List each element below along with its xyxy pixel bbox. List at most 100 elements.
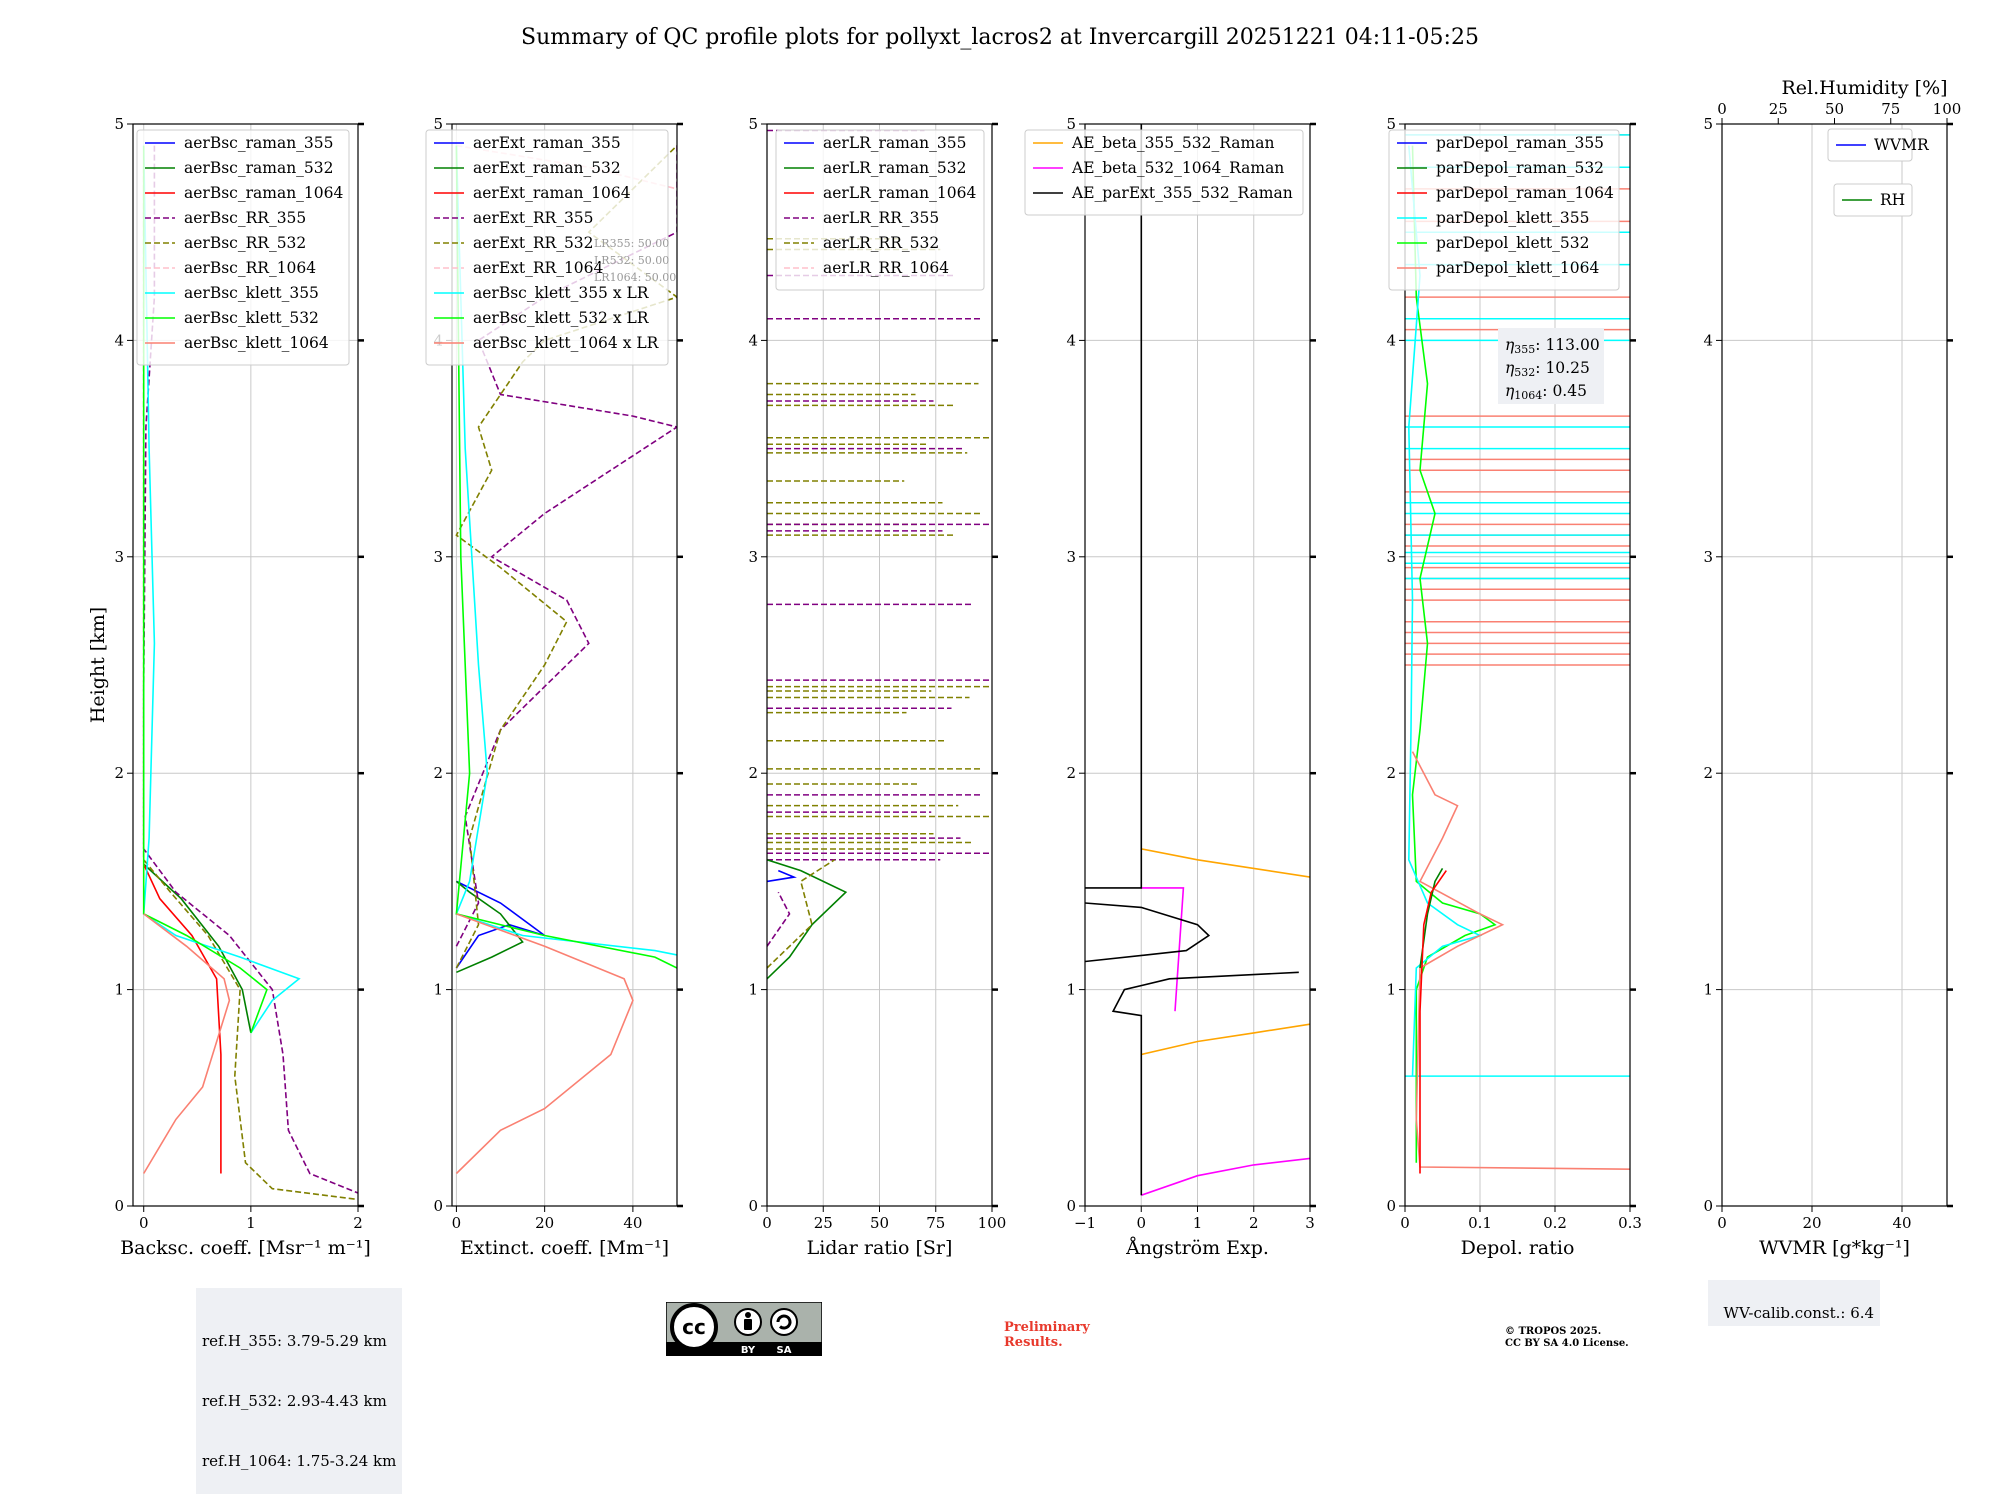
x-tick-label: 75 bbox=[926, 1214, 945, 1232]
series-aerext-rr-355 bbox=[455, 145, 677, 947]
panel-5: 0 0.1 0.2 0.3 0 1 2 3 4 5 Depol. ratio parDepol_ram… bbox=[1386, 115, 1641, 1259]
legend-wvmr-box bbox=[1827, 128, 1913, 162]
x-tick-label: 20 bbox=[535, 1214, 554, 1232]
y-tick-label: 0 bbox=[1386, 1197, 1396, 1215]
y-tick-label: 3 bbox=[433, 548, 443, 566]
legend-label: parDepol_raman_355 bbox=[1436, 134, 1604, 152]
top-x-tick-label: 25 bbox=[1769, 100, 1788, 118]
y-tick-label: 2 bbox=[1386, 764, 1396, 782]
y-tick-label: 5 bbox=[433, 115, 443, 133]
top-x-tick-label: 75 bbox=[1881, 100, 1900, 118]
y-tick-label: 3 bbox=[1386, 548, 1396, 566]
legend-rh-label: RH bbox=[1880, 191, 1905, 209]
ref-heights-box: ref.H_355: 3.79-5.29 km ref.H_532: 2.93-… bbox=[196, 1288, 403, 1494]
figure-title: Summary of QC profile plots for pollyxt_… bbox=[521, 25, 1479, 50]
x-axis-label: Backsc. coeff. [Msr⁻¹ m⁻¹] bbox=[120, 1237, 371, 1259]
legend-label: aerLR_raman_532 bbox=[823, 159, 966, 177]
panel-1: 0 1 2 0 1 2 3 4 5 Backsc. coeff. [Msr⁻¹ m⁻¹] aerBs… bbox=[114, 115, 370, 1259]
y-tick-label: 2 bbox=[748, 764, 758, 782]
badge-by: BY bbox=[741, 1345, 756, 1356]
x-axis-label: WVMR [g*kg⁻¹] bbox=[1759, 1237, 1910, 1259]
legend-label: aerLR_raman_355 bbox=[823, 134, 966, 152]
x-tick-label: 1 bbox=[1193, 1214, 1203, 1232]
legend-label: aerExt_raman_532 bbox=[473, 159, 621, 177]
y-tick-label: 5 bbox=[1066, 115, 1076, 133]
legend-box bbox=[425, 129, 669, 366]
x-tick-label: 0 bbox=[452, 1214, 462, 1232]
ref-height-1064: ref.H_1064: 1.75-3.24 km bbox=[202, 1452, 397, 1470]
y-tick-label: 2 bbox=[114, 764, 124, 782]
series-pardepol-klett-1064 bbox=[1411, 751, 1630, 1170]
legend-label: aerExt_RR_532 bbox=[473, 234, 594, 252]
legend-label: aerBsc_klett_1064 bbox=[184, 334, 329, 352]
badge-sa: SA bbox=[777, 1345, 792, 1356]
legend-label: parDepol_raman_1064 bbox=[1436, 184, 1614, 202]
panel-2: 02040012345Extinct. coeff. [Mm⁻¹]aerExt_… bbox=[425, 115, 683, 1259]
eta-label: η1064: 0.45 bbox=[1505, 382, 1587, 402]
top-x-tick-label: 0 bbox=[1717, 100, 1727, 118]
legend-label: aerBsc_RR_1064 bbox=[184, 259, 316, 277]
y-tick-label: 4 bbox=[1703, 331, 1713, 349]
x-tick-label: 0.1 bbox=[1468, 1214, 1492, 1232]
preliminary-note: Preliminary Results. bbox=[1004, 1320, 1090, 1350]
series-aerbsc-klett-1064-x-lr bbox=[455, 913, 634, 1175]
series-aerext-raman-355 bbox=[455, 880, 546, 969]
eta-label: η355: 113.00 bbox=[1505, 336, 1600, 356]
lr-annotation: LR1064: 50.00 bbox=[594, 271, 676, 284]
x-axis-label: Lidar ratio [Sr] bbox=[807, 1237, 953, 1259]
y-tick-label: 1 bbox=[1066, 981, 1076, 999]
legend-label: AE_beta_355_532_Raman bbox=[1071, 134, 1274, 152]
x-tick-label: 2 bbox=[1249, 1214, 1259, 1232]
y-tick-label: 1 bbox=[1703, 981, 1713, 999]
series-ae-parext-355-532-raman bbox=[1085, 124, 1143, 889]
plot-area-1 bbox=[142, 145, 358, 1201]
sa-share-icon bbox=[770, 1308, 798, 1336]
y-tick-label: 0 bbox=[1066, 1197, 1076, 1215]
legend-label: aerLR_RR_355 bbox=[823, 209, 939, 227]
x-tick-label: 2 bbox=[353, 1214, 363, 1232]
y-tick-label: 2 bbox=[1066, 764, 1076, 782]
series-aerlr-raman-532 bbox=[767, 859, 848, 980]
y-tick-label: 1 bbox=[1386, 981, 1396, 999]
series-aerlr-rr-532 bbox=[767, 859, 835, 969]
top-x-axis-label: Rel.Humidity [%] bbox=[1781, 77, 1947, 99]
x-tick-label: 0.3 bbox=[1618, 1214, 1642, 1232]
legend-label: AE_beta_532_1064_Raman bbox=[1071, 159, 1284, 177]
series-aerlr-raman-355 bbox=[767, 869, 797, 883]
y-tick-label: 5 bbox=[1386, 115, 1396, 133]
series-ae-beta-532-1064-raman bbox=[1141, 887, 1185, 1012]
y-tick-label: 3 bbox=[1703, 548, 1713, 566]
legend-box bbox=[136, 129, 350, 366]
y-tick-label: 5 bbox=[1703, 115, 1713, 133]
axes-frame bbox=[132, 123, 359, 1207]
x-tick-label: 40 bbox=[623, 1214, 642, 1232]
x-tick-label: 0 bbox=[1136, 1214, 1146, 1232]
lr-annotation: LR355: 50.00 bbox=[594, 237, 669, 250]
plot-area-3 bbox=[767, 129, 992, 980]
y-tick-label: 0 bbox=[433, 1197, 443, 1215]
series-ae-parext-355-532-raman-mid bbox=[1085, 902, 1211, 963]
y-tick-label: 3 bbox=[1066, 548, 1076, 566]
x-tick-label: 0.2 bbox=[1543, 1214, 1567, 1232]
legend-label: aerLR_RR_1064 bbox=[823, 259, 949, 277]
series-aerext-rr-532 bbox=[455, 145, 677, 969]
cc-by-sa-badge: cc BY SA bbox=[666, 1302, 822, 1356]
legend-label: aerBsc_RR_532 bbox=[184, 234, 306, 252]
series-aerbsc-raman-532 bbox=[143, 863, 252, 1034]
legend-wvmr-label: WVMR bbox=[1874, 136, 1930, 154]
y-tick-label: 0 bbox=[748, 1197, 758, 1215]
legend-label: parDepol_klett_532 bbox=[1436, 234, 1589, 252]
eta-label: η532: 10.25 bbox=[1505, 359, 1590, 379]
preliminary-line2: Results. bbox=[1004, 1335, 1063, 1350]
panel-6: 0 20 40 0 1 2 3 4 5 WVMR [g*kg⁻¹] 0 25 50 75 100Rel.Hu… bbox=[1703, 77, 1961, 1259]
legend-label: parDepol_klett_355 bbox=[1436, 209, 1589, 227]
lr-annotation: LR532: 50.00 bbox=[594, 254, 669, 267]
x-axis-label: Ångström Exp. bbox=[1125, 1237, 1269, 1259]
y-tick-label: 4 bbox=[114, 331, 124, 349]
y-tick-label: 4 bbox=[1066, 331, 1076, 349]
y-tick-label: 1 bbox=[114, 981, 124, 999]
legend-label: aerExt_RR_1064 bbox=[473, 259, 604, 277]
series-pardepol-raman-1064 bbox=[1419, 870, 1447, 1174]
legend-label: parDepol_klett_1064 bbox=[1436, 259, 1599, 277]
